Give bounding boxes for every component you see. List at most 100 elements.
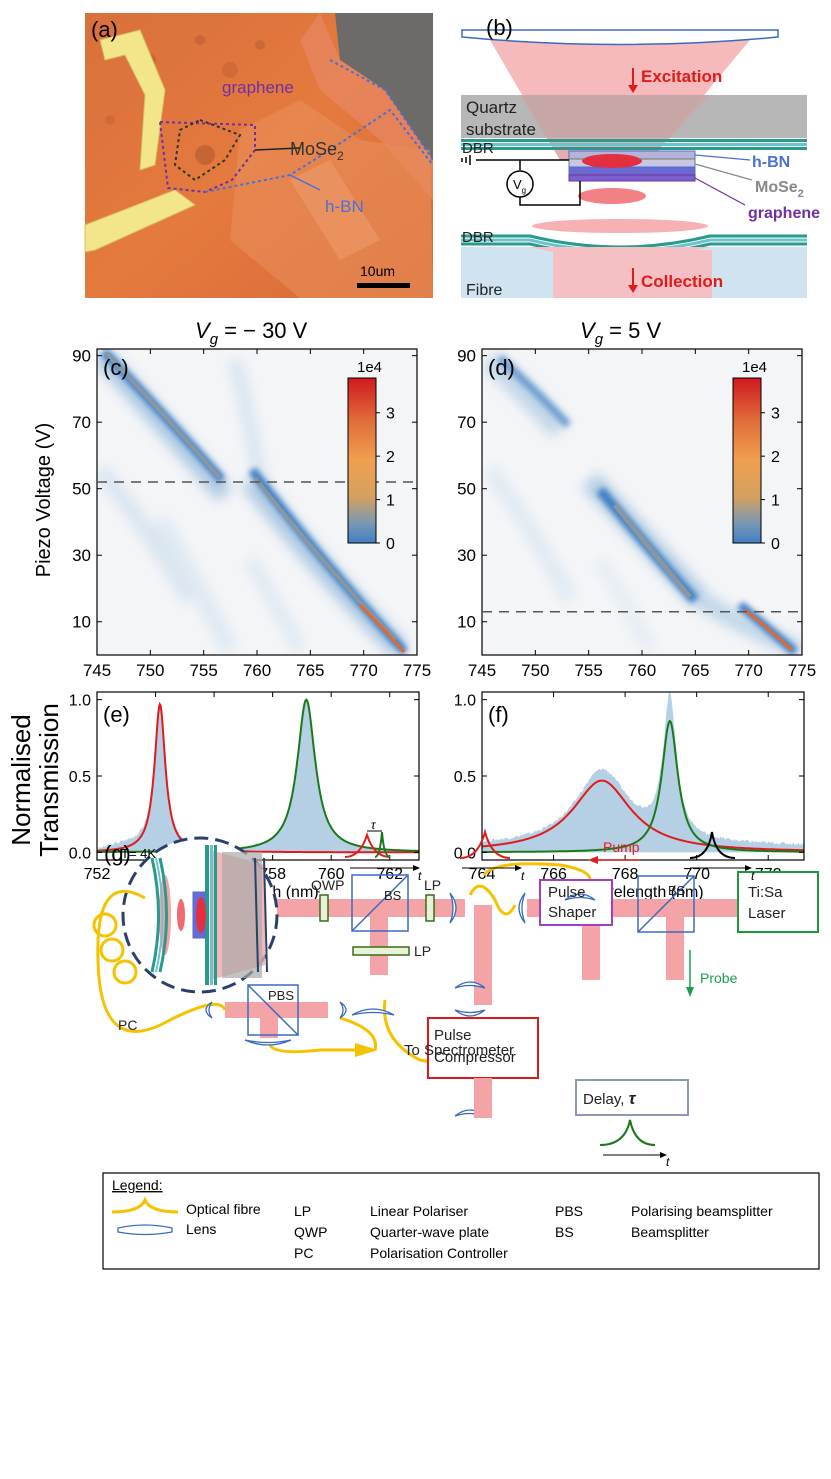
panel-c-label: (c) <box>103 355 129 380</box>
panel-d-label: (d) <box>488 355 515 380</box>
panel-g-label: (g) <box>104 841 131 866</box>
lp2-plate <box>352 946 410 956</box>
scale-bar-label: 10um <box>360 263 395 279</box>
legend-abbr-key: LP <box>294 1203 311 1219</box>
panel-c-colorbar-exp: 1e4 <box>357 359 382 376</box>
pbs-cube <box>247 984 299 1036</box>
to-spectrometer-label: To Spectrometer <box>404 1042 514 1059</box>
lp1-label: LP <box>424 877 441 893</box>
panel-c-colorbar-ticks: 3 2 1 0 <box>376 406 395 553</box>
objective-lens <box>461 29 779 46</box>
panel-b-schematic <box>461 29 807 298</box>
heatmap-ylabel: Piezo Voltage (V) <box>33 423 55 578</box>
pulse-shaper-label-2: Shaper <box>548 904 596 921</box>
ytick-label: 50 <box>72 480 91 499</box>
xtick-label: 760 <box>243 661 271 680</box>
optical-fibre-icon <box>111 1196 179 1214</box>
xtick-label: 760 <box>318 866 345 883</box>
xtick-label: 750 <box>521 661 549 680</box>
ti-sa-laser-box <box>737 871 819 933</box>
pulse-shaper-box <box>539 879 613 926</box>
ytick-label: 90 <box>72 347 91 366</box>
spectra-ylabel-line1: Normalised <box>6 714 36 846</box>
lp2-label: LP <box>414 943 431 959</box>
legend-abbr-key: BS <box>555 1224 574 1240</box>
xtick-label: 766 <box>540 866 567 883</box>
laser-label-1: Ti:Sa <box>748 884 783 901</box>
panel-c-heatmap <box>97 349 409 655</box>
panel-d-colorbar-exp: 1e4 <box>742 359 767 376</box>
legend-abbreviations: LP Linear Polariser QWP Quarter-wave plate P… <box>294 1203 773 1261</box>
xtick-label: 765 <box>296 661 324 680</box>
panel-c-colorbar <box>347 377 377 544</box>
xtick-label: 745 <box>83 661 111 680</box>
panel-e-plot <box>97 698 419 854</box>
vg-label: Vg <box>513 177 526 195</box>
lp1-plate <box>425 894 435 922</box>
ytick-label: 90 <box>457 347 476 366</box>
panel-d-colorbar-ticks: 3 2 1 0 <box>761 406 780 553</box>
ytick-label: 0.5 <box>454 769 476 786</box>
legend-lens: Lens <box>186 1221 216 1237</box>
bs1-label: BS <box>384 888 402 903</box>
ytick-label: 70 <box>72 413 91 432</box>
ytick-label: 10 <box>72 613 91 632</box>
mose2-stack-label: MoSe2 <box>755 179 804 200</box>
colorbar-tick-label: 3 <box>771 406 780 423</box>
lens-icon <box>449 892 457 924</box>
colorbar-tick-label: 3 <box>386 406 395 423</box>
colorbar-tick-label: 0 <box>386 536 395 553</box>
legend-box <box>102 1172 820 1270</box>
panel-e-label: (e) <box>103 702 130 727</box>
bs1-cube <box>351 874 409 932</box>
xtick-label: 775 <box>403 661 431 680</box>
xtick-label: 760 <box>628 661 656 680</box>
xtick-label: 750 <box>136 661 164 680</box>
colorbar-tick-label: 1 <box>771 493 780 510</box>
xtick-label: 770 <box>734 661 762 680</box>
colorbar-tick-label: 0 <box>771 536 780 553</box>
legend-title: Legend: <box>112 1177 163 1193</box>
time-axis-label-4: t <box>666 1155 670 1169</box>
collection-label: Collection <box>641 272 723 291</box>
legend-abbr-desc: Polarisation Controller <box>370 1245 508 1261</box>
ytick-label: 1.0 <box>454 693 476 710</box>
time-axis-label-2: t <box>521 869 525 883</box>
hbn-stack-label: h-BN <box>752 154 790 171</box>
qwp-plate <box>319 894 329 922</box>
mose2-label: MoSe2 <box>290 139 344 163</box>
dbr-bottom-label: DBR <box>462 229 494 246</box>
pulse-sketches <box>344 828 752 1158</box>
red-fit-line <box>97 701 419 854</box>
delay-label: Delay, τ <box>583 1089 637 1108</box>
dbr-top-label: DBR <box>462 140 494 157</box>
qwp-label: QWP <box>311 877 344 893</box>
ytick-label: 0.5 <box>69 769 91 786</box>
xtick-label: 768 <box>612 866 639 883</box>
green-fit-line <box>482 719 804 853</box>
pbs-label: PBS <box>268 988 294 1003</box>
pulse-compressor-label-2: Compressor <box>434 1049 516 1066</box>
xtick-label: 745 <box>468 661 496 680</box>
panel-a-label: (a) <box>91 17 118 42</box>
components <box>205 871 819 1118</box>
pulse-shaper-label-1: Pulse <box>548 884 586 901</box>
ytick-label: 30 <box>72 546 91 565</box>
tau-small-label: τ <box>371 818 377 832</box>
colorbar-tick-label: 2 <box>386 449 395 466</box>
legend-abbr-desc: Linear Polariser <box>370 1203 468 1219</box>
laser-label-2: Laser <box>748 905 786 922</box>
green-fit-line <box>97 698 419 853</box>
panel-c-title: Vg = − 30 V <box>195 318 308 348</box>
quartz-label-line1: Quartz <box>466 98 517 117</box>
fibre-label: Fibre <box>466 282 503 299</box>
quartz-label-line2: substrate <box>466 120 536 139</box>
colorbar-tick-label: 2 <box>771 449 780 466</box>
panel-b-label: (b) <box>486 15 513 40</box>
xtick-label: 752 <box>84 866 111 883</box>
scale-bar <box>357 283 410 288</box>
excitation-label: Excitation <box>641 67 722 86</box>
pump-label: Pump <box>603 839 640 855</box>
xtick-label: 770 <box>683 866 710 883</box>
